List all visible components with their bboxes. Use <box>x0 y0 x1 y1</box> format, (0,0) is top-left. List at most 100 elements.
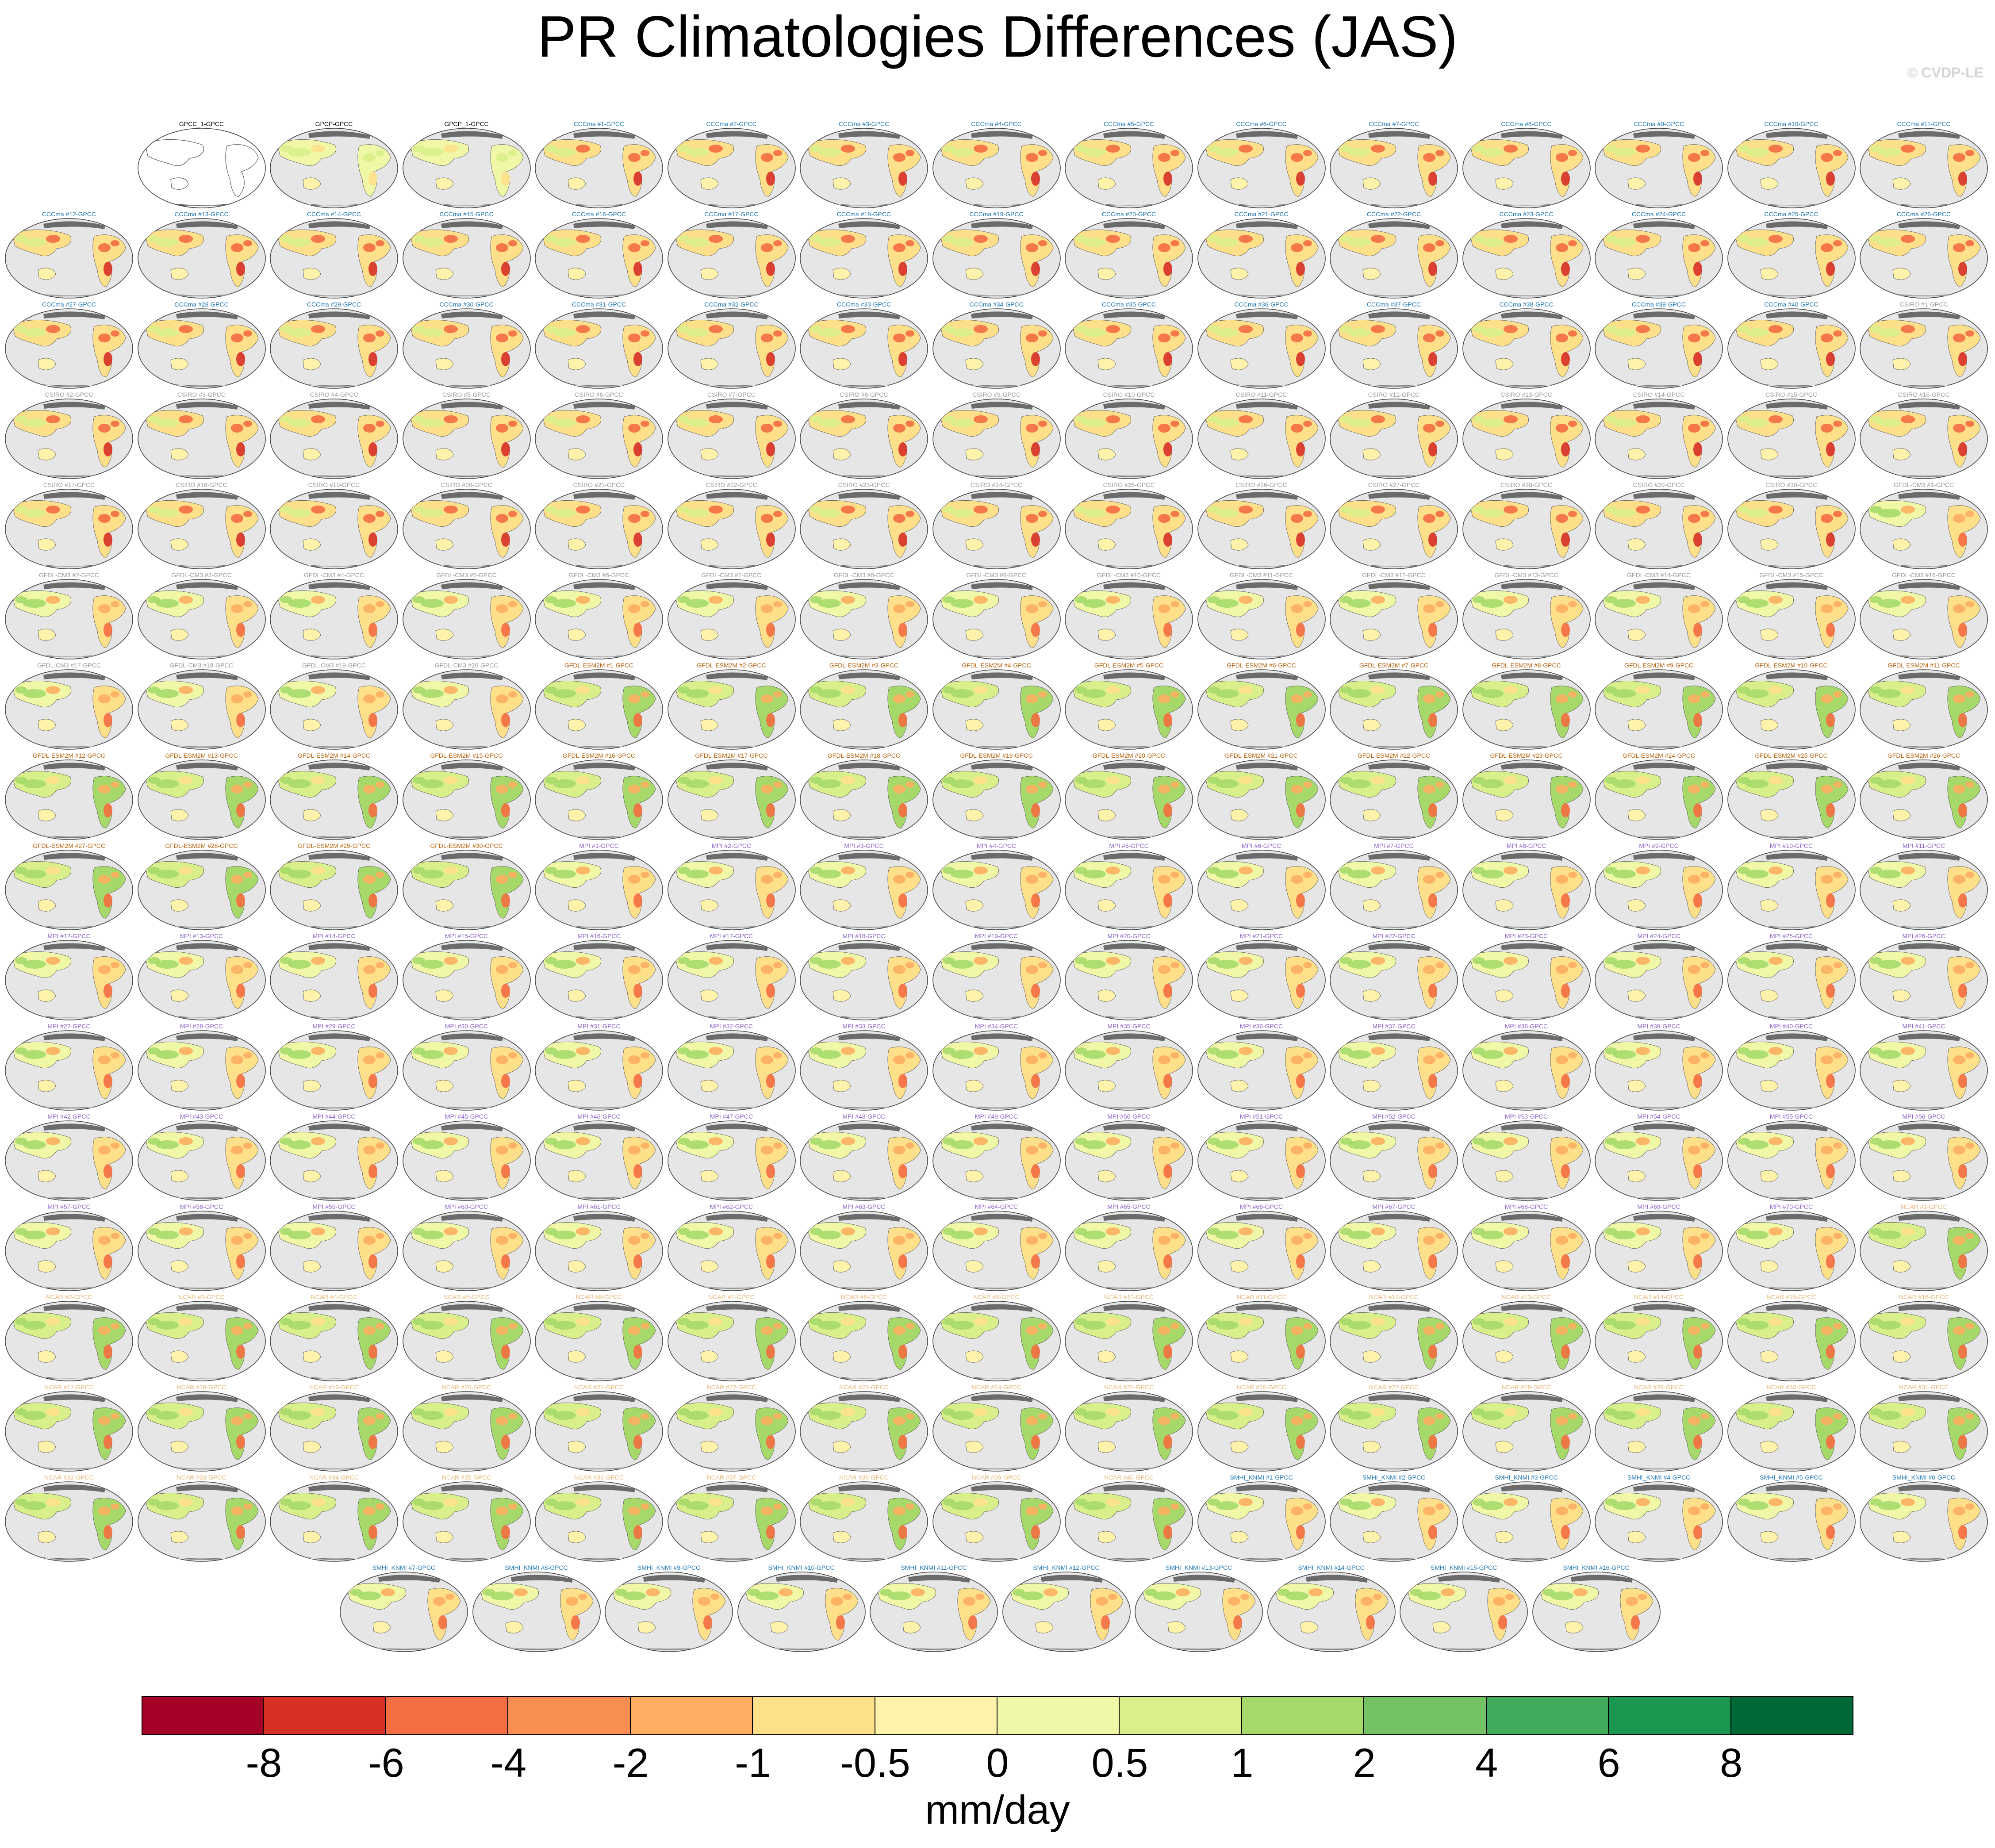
globe-map <box>1330 1391 1458 1472</box>
globe-map <box>137 489 266 569</box>
anomaly-region <box>1296 803 1305 817</box>
polar-land <box>1235 131 1298 139</box>
anomaly-region <box>1688 1055 1700 1064</box>
anomaly-region <box>311 506 325 514</box>
anomaly-region <box>1498 1615 1507 1629</box>
anomaly-region <box>363 785 376 794</box>
polar-land <box>1235 943 1298 951</box>
polar-land <box>908 1575 970 1583</box>
anomaly-region <box>1745 689 1769 698</box>
polar-land <box>308 492 370 500</box>
anomaly-region <box>1083 779 1106 788</box>
map-panel: GFDL-ESM2M #16-GPCC <box>533 752 664 842</box>
polar-land <box>308 853 370 861</box>
landmass-australia <box>435 1080 453 1092</box>
anomaly-region <box>508 601 517 607</box>
landmass-australia <box>1230 809 1248 821</box>
anomaly-region <box>104 1074 112 1088</box>
map-panel: MPI #59-GPCC <box>269 1203 399 1293</box>
globe-map <box>800 218 928 299</box>
anomaly-region <box>1340 777 1352 784</box>
anomaly-region <box>1568 150 1577 156</box>
anomaly-region <box>1693 1254 1702 1269</box>
map-panel: GFDL-ESM2M #8-GPCC <box>1461 662 1592 751</box>
globe-map <box>1727 128 1856 208</box>
anomaly-region <box>841 415 855 423</box>
anomaly-region <box>243 1143 252 1149</box>
map-panel: MPI #12-GPCC <box>4 932 134 1022</box>
anomaly-region <box>1025 785 1038 794</box>
anomaly-region <box>15 1138 27 1145</box>
polar-land <box>838 131 900 139</box>
anomaly-region <box>230 875 243 884</box>
anomaly-region <box>1826 442 1835 456</box>
anomaly-region <box>1561 262 1570 276</box>
landmass-australia <box>833 448 851 460</box>
anomaly-region <box>1012 1589 1025 1596</box>
anomaly-region <box>1158 514 1170 523</box>
map-panel: CSIRO #23-GPCC <box>798 481 929 571</box>
anomaly-region <box>230 694 243 703</box>
polar-land <box>1368 1123 1430 1131</box>
anomaly-region <box>1348 870 1371 878</box>
anomaly-region <box>633 713 642 727</box>
anomaly-region <box>1031 1345 1040 1359</box>
landmass-australia <box>965 448 983 460</box>
anomaly-region <box>1965 691 1974 698</box>
anomaly-region <box>1820 243 1833 252</box>
globe-map <box>1330 489 1458 569</box>
anomaly-region <box>1505 1594 1514 1600</box>
anomaly-region <box>1958 623 1967 637</box>
polar-land <box>1500 492 1563 500</box>
globe-map <box>932 1391 1061 1472</box>
panel-title: CSIRO #7-GPCC <box>707 391 756 398</box>
colorbar-swatch <box>997 1696 1120 1735</box>
panel-title: MPI #59-GPCC <box>312 1203 356 1210</box>
anomaly-region <box>368 262 377 276</box>
map-panel: CCCma #7-GPCC <box>1328 120 1459 210</box>
landmass-australia <box>1627 989 1646 1002</box>
anomaly-region <box>508 150 517 156</box>
landmass-australia <box>965 1441 983 1453</box>
anomaly-region <box>708 596 723 604</box>
anomaly-region <box>495 965 508 974</box>
anomaly-region <box>1075 1318 1087 1325</box>
panel-title: CCCma #7-GPCC <box>1368 120 1420 127</box>
colorbar-tick-label: 0 <box>986 1741 1009 1786</box>
anomaly-region <box>443 596 458 604</box>
map-panel: CCCma #12-GPCC <box>4 211 134 300</box>
map-panel: GFDL-ESM2M #23-GPCC <box>1461 752 1592 842</box>
polar-land <box>1235 763 1298 771</box>
landmass-australia <box>1362 448 1381 460</box>
anomaly-region <box>628 1326 641 1335</box>
anomaly-region <box>1472 1499 1485 1506</box>
landmass-australia <box>568 1350 586 1363</box>
map-panel: NCAR #7-GPCC <box>666 1293 797 1383</box>
anomaly-region <box>376 601 384 607</box>
anomaly-region <box>376 1413 384 1419</box>
anomaly-region <box>280 777 292 784</box>
map-panel: CSIRO #26-GPCC <box>1196 481 1327 571</box>
anomaly-region <box>1965 1323 1974 1329</box>
anomaly-region <box>288 1321 311 1330</box>
map-panel: GFDL-CM3 #1-GPCC <box>1858 481 1989 571</box>
globe-map <box>5 1301 133 1381</box>
panel-title: GFDL-CM3 #5-GPCC <box>436 571 497 579</box>
anomaly-region <box>1238 1137 1253 1145</box>
landmass-australia <box>700 538 718 551</box>
anomaly-region <box>973 415 988 423</box>
polar-land <box>573 492 635 500</box>
polar-land <box>706 311 768 319</box>
anomaly-region <box>1958 352 1967 366</box>
globe-map <box>535 669 663 750</box>
polar-land <box>1500 1484 1563 1492</box>
anomaly-region <box>280 416 292 423</box>
anomaly-region <box>1348 1501 1371 1510</box>
anomaly-region <box>1170 240 1179 246</box>
landmass-australia <box>1362 899 1381 912</box>
panel-title: GFDL-ESM2M #15-GPCC <box>430 752 503 759</box>
anomaly-region <box>412 686 425 694</box>
anomaly-region <box>893 334 905 342</box>
anomaly-region <box>412 1499 425 1506</box>
map-panel: GFDL-ESM2M #15-GPCC <box>401 752 532 842</box>
